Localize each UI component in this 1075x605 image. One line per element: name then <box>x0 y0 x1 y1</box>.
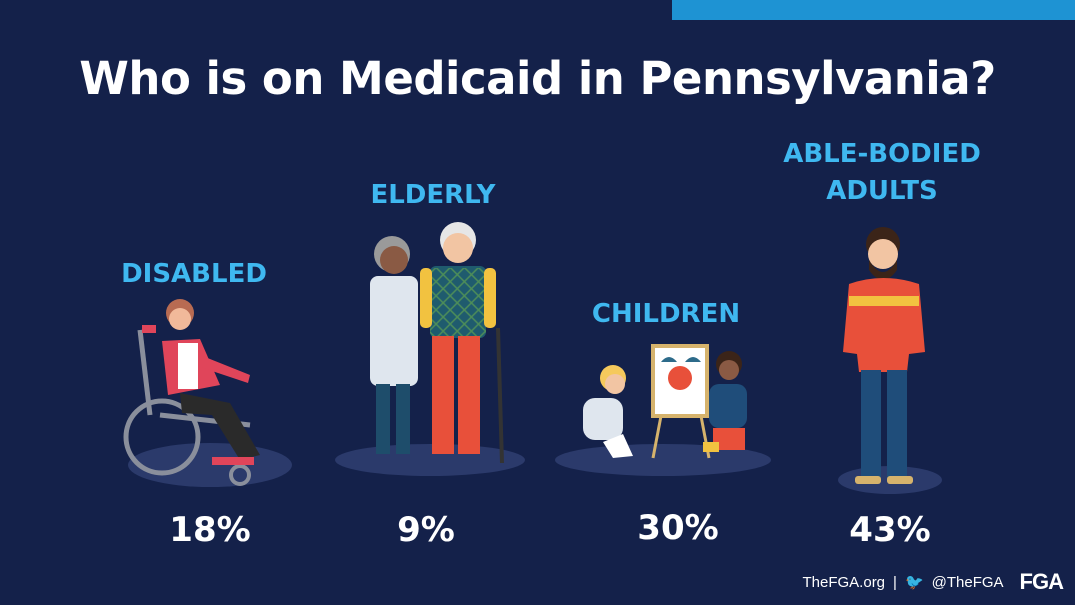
label-able-bodied-adults: ABLE-BODIED ADULTS <box>752 136 1012 210</box>
top-accent-bar <box>672 0 1075 20</box>
elderly-couple-illustration <box>335 222 525 476</box>
disabled-person-illustration <box>123 299 292 487</box>
value-able-bodied-adults: 43% <box>849 510 931 550</box>
footer-site-link[interactable]: TheFGA.org <box>802 573 886 591</box>
label-children: CHILDREN <box>591 299 741 329</box>
able-bodied-adult-illustration <box>838 227 942 494</box>
value-children: 30% <box>637 508 719 548</box>
footer-twitter-handle[interactable]: @TheFGA <box>931 573 1004 591</box>
children-illustration <box>555 344 771 476</box>
label-elderly: ELDERLY <box>370 180 496 210</box>
chart-title: Who is on Medicaid in Pennsylvania? <box>79 52 996 105</box>
footer: TheFGA.org | 🐦 @TheFGA FGA <box>802 567 1065 597</box>
value-elderly: 9% <box>397 510 455 550</box>
label-able-line1: ABLE-BODIED <box>783 139 981 169</box>
label-able-line2: ADULTS <box>826 176 938 206</box>
twitter-icon: 🐦 <box>904 574 924 591</box>
fga-logo: FGA <box>1019 569 1064 594</box>
label-disabled: DISABLED <box>121 259 267 289</box>
footer-separator: | <box>893 573 897 591</box>
value-disabled: 18% <box>169 510 251 550</box>
